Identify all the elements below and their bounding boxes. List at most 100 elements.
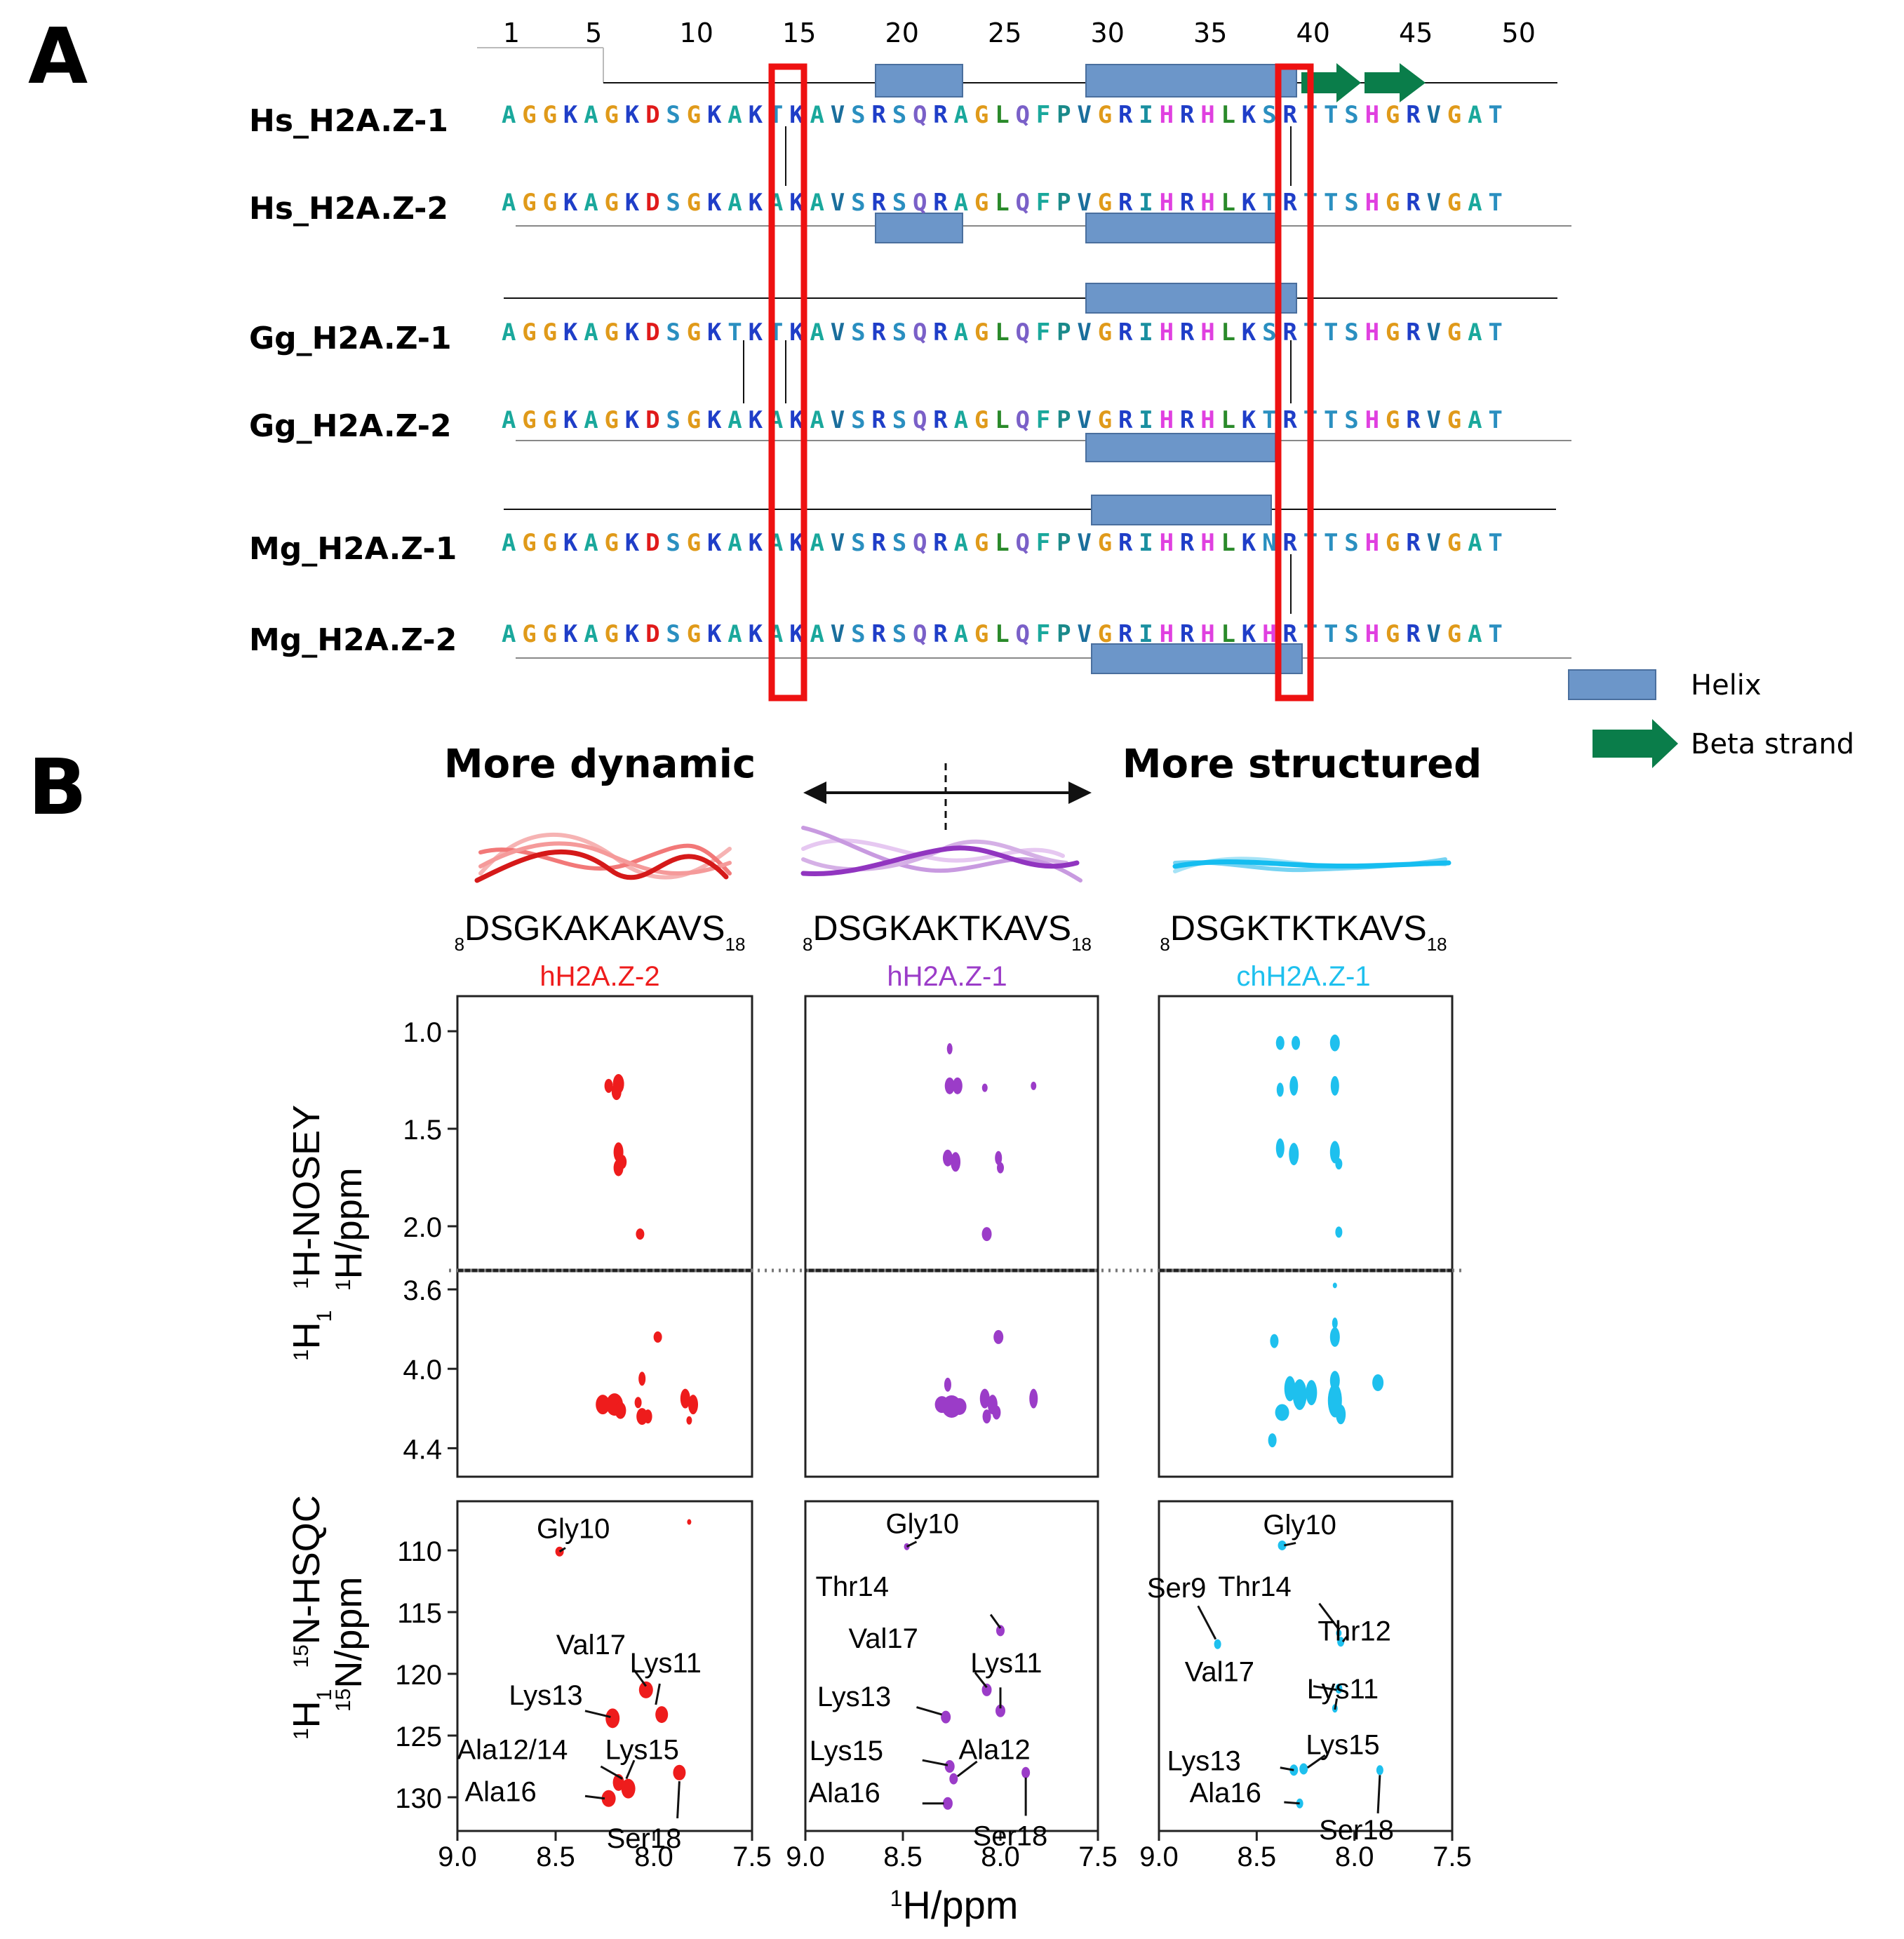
ruler-tick: 35: [1193, 18, 1227, 48]
hsqc-leader-line: [1341, 1636, 1348, 1643]
sequence-names: Hs_H2A.Z-1 Hs_H2A.Z-2 Gg_H2A.Z-1 Gg_H2A.Z-2…: [249, 103, 457, 658]
svg-text:1H1 1H-NOSEY: 1H1 1H-NOSEY: [286, 1105, 336, 1361]
panel-a-label: A: [28, 11, 88, 101]
noesy-upper-frame: [456, 995, 753, 1271]
hsqc-peak-label: Thr14: [1218, 1571, 1292, 1602]
ruler-tick: 10: [680, 18, 713, 48]
noesy-peak: [1336, 1404, 1346, 1425]
hsqc-leader-line: [655, 1683, 661, 1705]
hsqc-leader-line: [584, 1710, 611, 1719]
x-tick-label: 8.0: [634, 1841, 673, 1872]
hsqc-peak: [638, 1681, 653, 1698]
x-tick-label: 9.0: [1139, 1841, 1179, 1872]
x-tick-label: 8.0: [1335, 1841, 1374, 1872]
noesy-peak: [993, 1329, 1004, 1344]
hsqc-leader-line: [1318, 1602, 1340, 1630]
hsqc-leader-line: [1306, 1754, 1326, 1769]
hsqc-peak: [1337, 1637, 1345, 1647]
y-tick-label: 110: [397, 1536, 442, 1567]
peptide-name: hH2A.Z-1: [887, 961, 1007, 992]
noesy-peak: [944, 1077, 955, 1094]
noesy-peak: [942, 1149, 953, 1167]
hsqc-peak: [941, 1710, 951, 1724]
hsqc-peak-label: Thr14: [815, 1571, 889, 1602]
noesy-peak: [686, 1416, 692, 1425]
hsqc-peak: [655, 1706, 669, 1724]
sequence-name: Gg_H2A.Z-1: [249, 321, 452, 356]
hsqc-peak-label: Gly10: [537, 1513, 610, 1544]
ruler-tick: 5: [585, 18, 602, 48]
noesy-peak: [1029, 1388, 1038, 1409]
svg-text:1H/ppm: 1H/ppm: [328, 1167, 370, 1291]
hsqc-peak: [601, 1790, 616, 1807]
ensemble-structured: [1172, 857, 1452, 873]
noesy-peak: [1289, 1143, 1299, 1166]
hsqc-leader-line: [625, 1759, 636, 1780]
panel-b-label: B: [28, 742, 87, 832]
noesy-peak: [1031, 1081, 1037, 1090]
ruler-tick: 1: [503, 18, 520, 48]
ruler-tick: 45: [1399, 18, 1433, 48]
y-tick-label: 4.4: [403, 1434, 442, 1465]
hsqc-leader-line: [633, 1669, 648, 1687]
x-tick-label: 8.0: [981, 1841, 1020, 1872]
hsqc-peak: [1335, 1684, 1343, 1694]
noesy-peak: [1335, 1226, 1343, 1238]
y-tick-label: 2.0: [403, 1212, 442, 1243]
hsqc-peak-label: Lys11: [1307, 1674, 1379, 1705]
noesy-peak: [1275, 1035, 1285, 1050]
hsqc-axis-title: 1H1 15N-HSQC 15N/ppm: [286, 1495, 370, 1740]
hsqc-peak-label: Lys13: [509, 1680, 582, 1711]
peptide-labels: 8DSGKAKAKAVS18 hH2A.Z-2 8DSGKAKTKAVS18 hH2A…: [455, 908, 1447, 992]
noesy-peak: [636, 1228, 645, 1240]
hsqc-peak: [1214, 1639, 1221, 1649]
peptide-sequence: 8DSGKAKTKAVS18: [803, 908, 1092, 955]
hsqc-leader-line: [956, 1760, 978, 1778]
ruler-tick: 25: [988, 18, 1021, 48]
hsqc-frame: [1158, 1500, 1454, 1832]
x-tick-label: 7.5: [1078, 1841, 1118, 1872]
hsqc-peak-label: Gly10: [886, 1508, 960, 1539]
hsqc-peak-label: Thr12: [1318, 1616, 1391, 1646]
noesy-peak: [1292, 1035, 1301, 1050]
noesy-peak: [981, 1227, 992, 1242]
noesy-peak: [611, 1083, 622, 1101]
hsqc-leader-line: [1197, 1605, 1217, 1640]
noesy-peak: [604, 1078, 613, 1093]
y-tick-label: 120: [395, 1660, 442, 1691]
residue-ruler: 1 5 10 15 20 25 30 35 40 45 50: [503, 18, 1536, 48]
peptide-sequence: 8DSGKAKAKAVS18: [455, 908, 746, 955]
beta-legend-label: Beta strand: [1691, 728, 1854, 760]
hsqc-peak: [1336, 1629, 1342, 1637]
sequence-name: Hs_H2A.Z-2: [249, 191, 448, 227]
hsqc-peak-label: Ala16: [1190, 1778, 1261, 1809]
noesy-peak: [653, 1331, 662, 1343]
noesy-peak: [1276, 1082, 1284, 1097]
noesy-peak: [1275, 1404, 1289, 1421]
beta-strand-arrow: [1365, 63, 1426, 102]
ruler-tick: 50: [1502, 18, 1536, 48]
hsqc-leader-line: [974, 1672, 988, 1689]
hsqc-peak: [621, 1778, 636, 1799]
sequence-name: Gg_H2A.Z-2: [249, 408, 452, 444]
noesy-axis-title: 1H1 1H-NOSEY 1H/ppm: [286, 1105, 370, 1361]
hsqc-peak-label: Lys11: [630, 1648, 702, 1679]
x-tick-label: 9.0: [786, 1841, 825, 1872]
structure-tracks: [477, 47, 1571, 674]
hsqc-peak: [981, 1683, 992, 1696]
hsqc-leader-line: [916, 1706, 943, 1716]
hsqc-peak: [605, 1708, 620, 1729]
helix-block: [875, 213, 963, 243]
hsqc-leader-line: [1376, 1775, 1381, 1813]
helix-block: [1085, 433, 1276, 462]
helix-block: [1085, 283, 1297, 314]
highlight-box-residue-14: [768, 63, 807, 702]
hsqc-peak-label: Val17: [849, 1623, 918, 1654]
noesy-peak: [680, 1388, 690, 1409]
helix-legend-label: Helix: [1691, 669, 1762, 702]
noesy-peak: [1292, 1378, 1307, 1410]
hsqc-peak: [687, 1519, 692, 1525]
hsqc-peak-label: Ser18: [973, 1821, 1048, 1852]
